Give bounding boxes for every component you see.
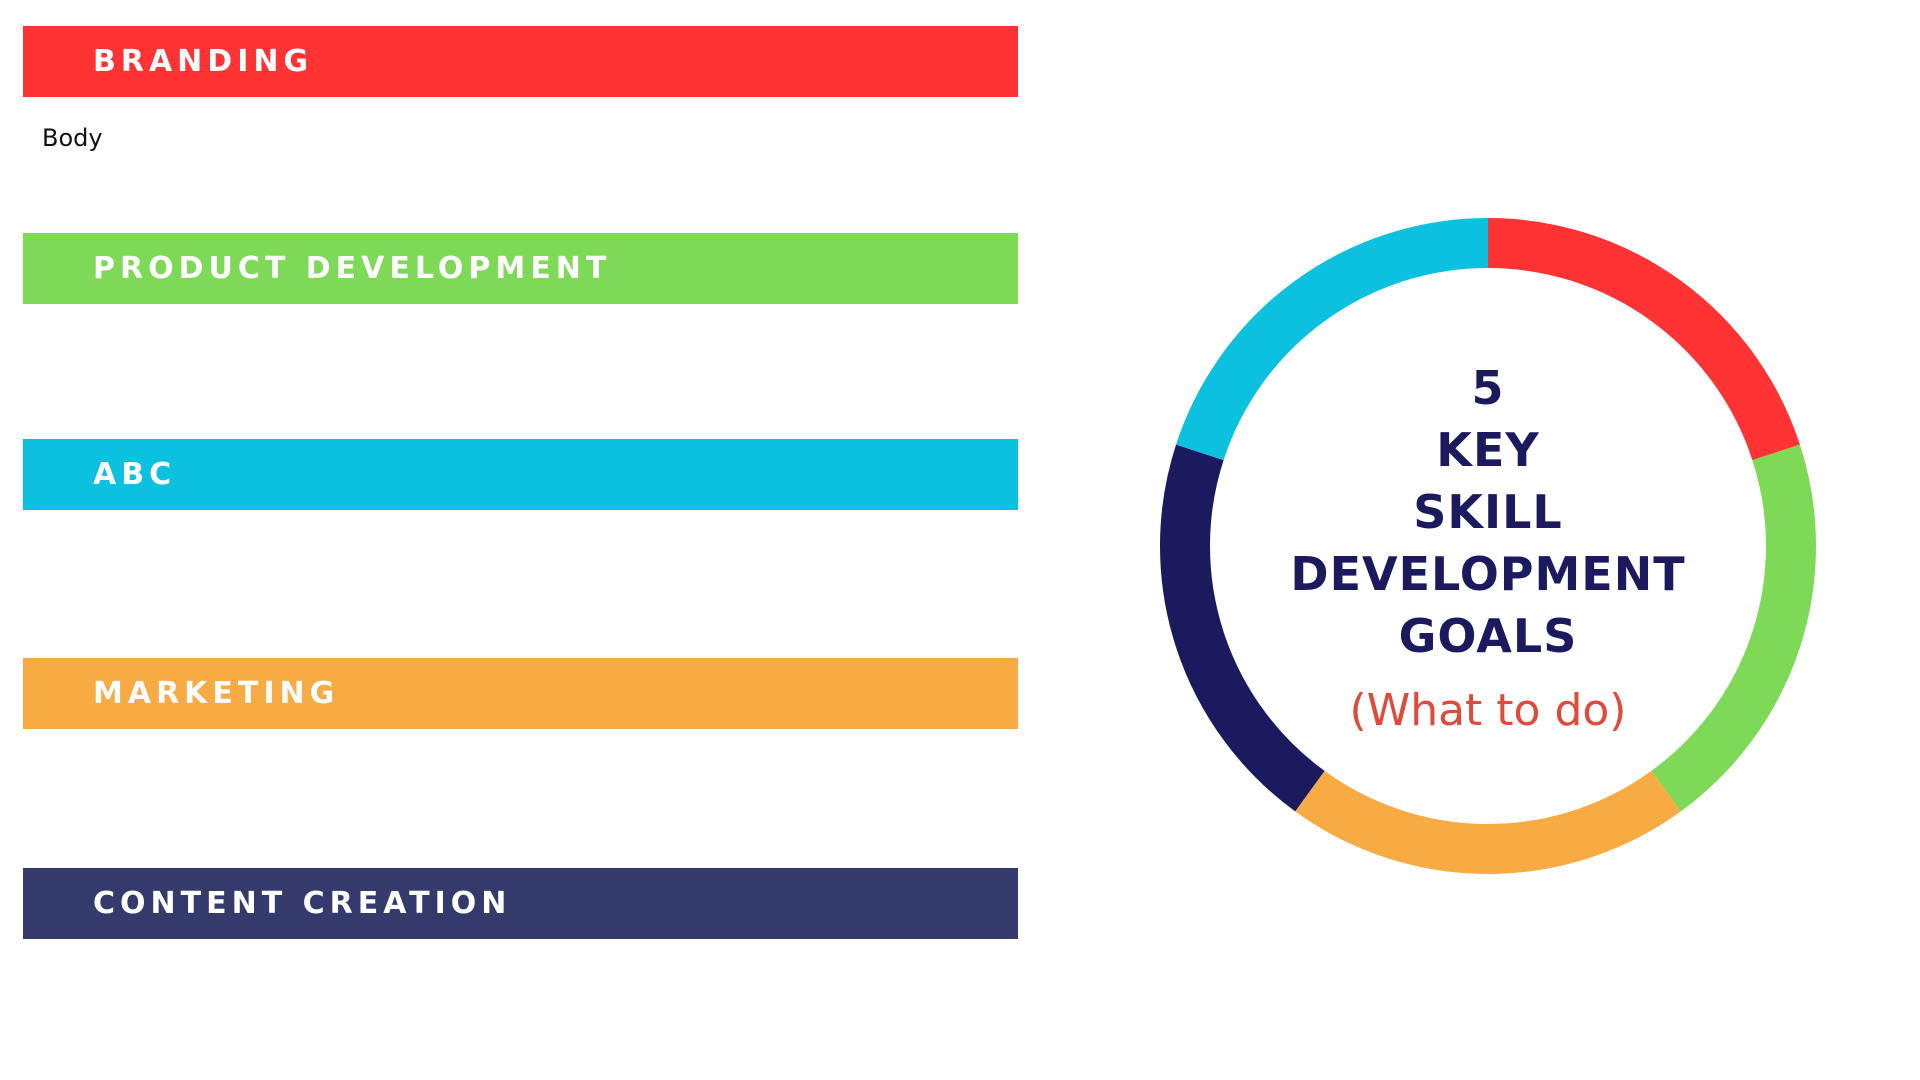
title-line-development: DEVELOPMENT [1290,546,1686,601]
product-development-bar: PRODUCT DEVELOPMENT [23,233,1018,304]
title-line-goals: GOALS [1398,608,1578,663]
goals-ring: 5 KEY SKILL DEVELOPMENT GOALS (What to d… [1160,218,1816,874]
body-text: Body [42,124,103,152]
ring-segment-orange [1295,770,1681,874]
ring-graphic [1160,218,1816,874]
content-creation-bar: CONTENT CREATION [23,868,1018,939]
product-development-label: PRODUCT DEVELOPMENT [93,251,612,286]
marketing-bar: MARKETING [23,658,1018,729]
title-line-skill: SKILL [1413,484,1563,539]
abc-label: ABC [93,457,177,492]
subtitle: (What to do) [1349,684,1627,736]
ring-segment-navy [1160,444,1325,812]
ring-center: 5 KEY SKILL DEVELOPMENT GOALS (What to d… [1160,218,1816,874]
abc-bar: ABC [23,439,1018,510]
branding-label: BRANDING [93,44,314,79]
ring-segment-red [1487,218,1800,461]
content-creation-label: CONTENT CREATION [93,886,512,921]
title-line-key: KEY [1436,422,1540,477]
ring-segment-green [1651,444,1816,812]
title-line-number: 5 [1471,360,1505,415]
ring-segment-cyan [1176,218,1489,461]
branding-bar: BRANDING [23,26,1018,97]
marketing-label: MARKETING [93,676,340,711]
